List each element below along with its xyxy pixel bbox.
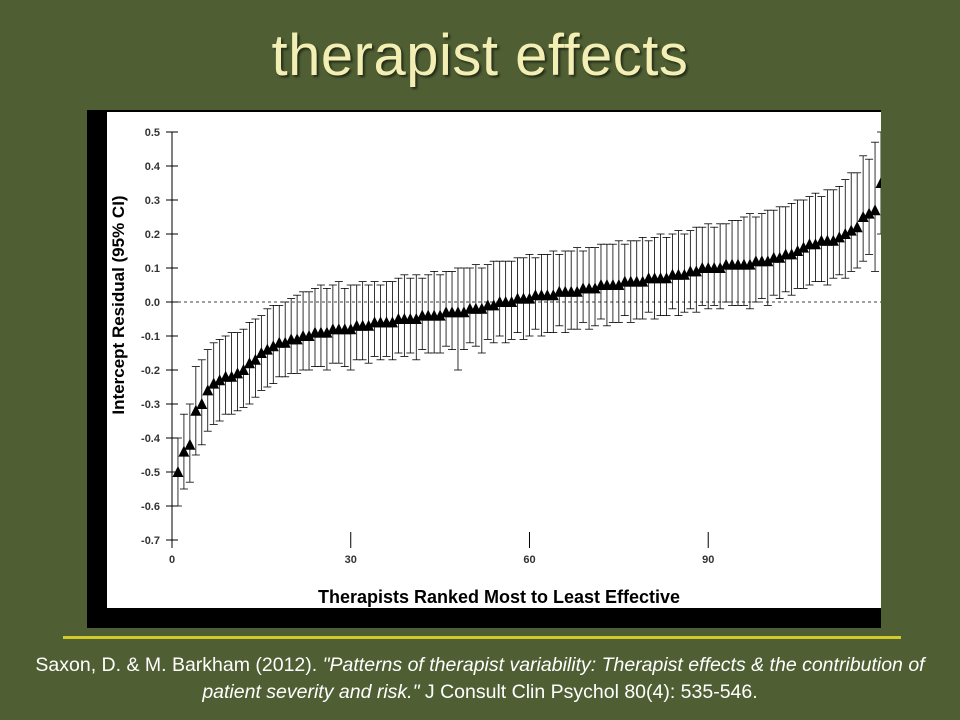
data-point-triangle: [184, 438, 196, 450]
x-tick-label: 30: [345, 554, 357, 566]
data-point-triangle: [267, 340, 279, 352]
data-point-triangle: [303, 330, 315, 341]
data-point-triangle: [488, 299, 500, 311]
x-tick-label: 90: [702, 554, 714, 566]
slide-title: therapist effects: [271, 23, 689, 88]
x-axis-title: Therapists Ranked Most to Least Effectiv…: [318, 587, 680, 607]
data-point-triangle: [243, 357, 255, 369]
data-point-triangle: [178, 445, 190, 457]
data-point-triangle: [827, 234, 839, 246]
citation-title: "Patterns of therapist variability: Ther…: [202, 654, 925, 703]
data-point-triangle: [434, 309, 446, 321]
y-tick-label: 0.4: [145, 161, 161, 173]
data-point-triangle: [255, 347, 267, 358]
data-point-triangle: [321, 326, 333, 338]
data-point-triangle: [833, 231, 845, 243]
data-point-triangle: [226, 370, 238, 382]
divider-rule: [63, 636, 901, 639]
y-tick-label: 0.0: [145, 297, 160, 309]
y-tick-label: -0.3: [141, 399, 160, 411]
data-point-triangle: [363, 319, 375, 331]
data-point-triangle: [845, 224, 857, 236]
y-tick-label: 0.1: [145, 263, 160, 275]
data-point-triangle: [798, 241, 810, 253]
data-point-triangle: [863, 207, 875, 219]
y-tick-label: 0.3: [145, 195, 160, 207]
data-point-triangle: [809, 238, 821, 250]
data-point-triangle: [589, 282, 601, 294]
data-point-triangle: [249, 353, 261, 365]
data-point-triangle: [523, 292, 535, 304]
data-point-triangle: [547, 289, 559, 301]
y-tick-label: 0.5: [145, 127, 160, 139]
data-point-triangle: [678, 268, 690, 280]
data-point-triangle: [279, 336, 291, 348]
y-tick-label: -0.7: [141, 535, 160, 547]
x-tick-label: 60: [523, 554, 535, 566]
data-point-triangle: [613, 279, 625, 290]
x-tick-label: 0: [169, 554, 175, 566]
data-point-triangle: [690, 265, 702, 277]
citation: Saxon, D. & M. Barkham (2012). "Patterns…: [20, 652, 940, 706]
data-point-triangle: [458, 306, 470, 318]
therapist-effects-chart: Therapists Ranked Most to Least Effectiv…: [109, 127, 881, 607]
data-point-triangle: [386, 316, 398, 328]
y-tick-label: 0.2: [145, 229, 160, 241]
data-point-triangle: [571, 285, 583, 297]
data-point-triangle: [237, 364, 249, 375]
y-axis-title: Intercept Residual (95% CI): [109, 195, 128, 414]
data-point-triangle: [506, 296, 518, 307]
y-tick-label: -0.2: [141, 365, 160, 377]
data-point-triangle: [476, 302, 488, 314]
data-point-triangle: [291, 333, 303, 345]
data-point-triangle: [261, 343, 273, 355]
y-tick-label: -0.6: [141, 501, 160, 513]
figure-plot-area: Therapists Ranked Most to Least Effectiv…: [107, 112, 881, 608]
data-point-triangle: [762, 255, 774, 267]
citation-journal: J Consult Clin Psychol 80(4): 535-546.: [419, 681, 758, 703]
data-point-triangle: [875, 177, 881, 188]
data-point-triangle: [869, 204, 881, 216]
data-point-triangle: [190, 404, 202, 416]
data-point-triangle: [839, 228, 851, 239]
data-point-triangle: [345, 323, 357, 335]
data-point-triangle: [196, 398, 208, 409]
citation-authors: Saxon, D. & M. Barkham (2012).: [35, 654, 323, 676]
data-point-triangle: [208, 377, 220, 389]
y-tick-label: -0.1: [141, 331, 160, 343]
data-point-triangle: [410, 313, 422, 324]
data-point-triangle: [714, 262, 726, 273]
data-point-triangle: [851, 221, 863, 233]
data-point-triangle: [744, 258, 756, 270]
data-point-triangle: [792, 245, 804, 256]
data-point-triangle: [786, 248, 798, 260]
data-point-triangle: [661, 272, 673, 284]
figure-frame: Therapists Ranked Most to Least Effectiv…: [87, 110, 881, 628]
y-tick-label: -0.4: [141, 433, 161, 445]
data-point-triangle: [857, 211, 869, 222]
data-point-triangle: [172, 466, 184, 477]
data-point-triangle: [232, 367, 244, 379]
data-point-triangle: [202, 384, 214, 396]
data-point-triangle: [774, 251, 786, 263]
y-tick-label: -0.5: [141, 467, 160, 479]
data-point-triangle: [637, 275, 649, 287]
data-point-triangle: [214, 374, 226, 386]
